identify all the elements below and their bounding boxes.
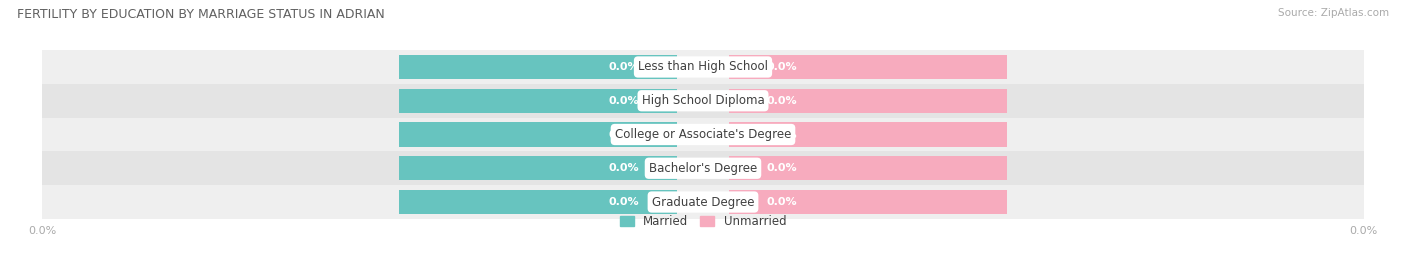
Bar bbox=[730, 89, 1007, 113]
Bar bbox=[399, 190, 676, 214]
Text: Bachelor's Degree: Bachelor's Degree bbox=[650, 162, 756, 175]
Bar bbox=[42, 50, 1364, 84]
Text: 0.0%: 0.0% bbox=[609, 62, 638, 72]
Text: 0.0%: 0.0% bbox=[768, 96, 797, 106]
Bar bbox=[399, 156, 676, 180]
Legend: Married, Unmarried: Married, Unmarried bbox=[620, 215, 786, 228]
Text: 0.0%: 0.0% bbox=[609, 96, 638, 106]
Bar bbox=[730, 190, 1007, 214]
Text: 0.0%: 0.0% bbox=[768, 163, 797, 173]
Text: 0.0%: 0.0% bbox=[768, 129, 797, 140]
Bar bbox=[730, 122, 1007, 147]
Bar bbox=[730, 55, 1007, 79]
Bar bbox=[42, 151, 1364, 185]
Text: Graduate Degree: Graduate Degree bbox=[652, 196, 754, 208]
Bar bbox=[399, 55, 676, 79]
Bar bbox=[42, 185, 1364, 219]
Text: 0.0%: 0.0% bbox=[609, 129, 638, 140]
Bar bbox=[730, 156, 1007, 180]
Bar bbox=[399, 89, 676, 113]
Bar bbox=[399, 122, 676, 147]
Text: Less than High School: Less than High School bbox=[638, 61, 768, 73]
Text: 0.0%: 0.0% bbox=[609, 197, 638, 207]
Text: 0.0%: 0.0% bbox=[609, 163, 638, 173]
Text: 0.0%: 0.0% bbox=[768, 197, 797, 207]
Text: 0.0%: 0.0% bbox=[768, 62, 797, 72]
Text: High School Diploma: High School Diploma bbox=[641, 94, 765, 107]
Text: FERTILITY BY EDUCATION BY MARRIAGE STATUS IN ADRIAN: FERTILITY BY EDUCATION BY MARRIAGE STATU… bbox=[17, 8, 385, 21]
Text: Source: ZipAtlas.com: Source: ZipAtlas.com bbox=[1278, 8, 1389, 18]
Bar bbox=[42, 118, 1364, 151]
Text: College or Associate's Degree: College or Associate's Degree bbox=[614, 128, 792, 141]
Bar bbox=[42, 84, 1364, 118]
